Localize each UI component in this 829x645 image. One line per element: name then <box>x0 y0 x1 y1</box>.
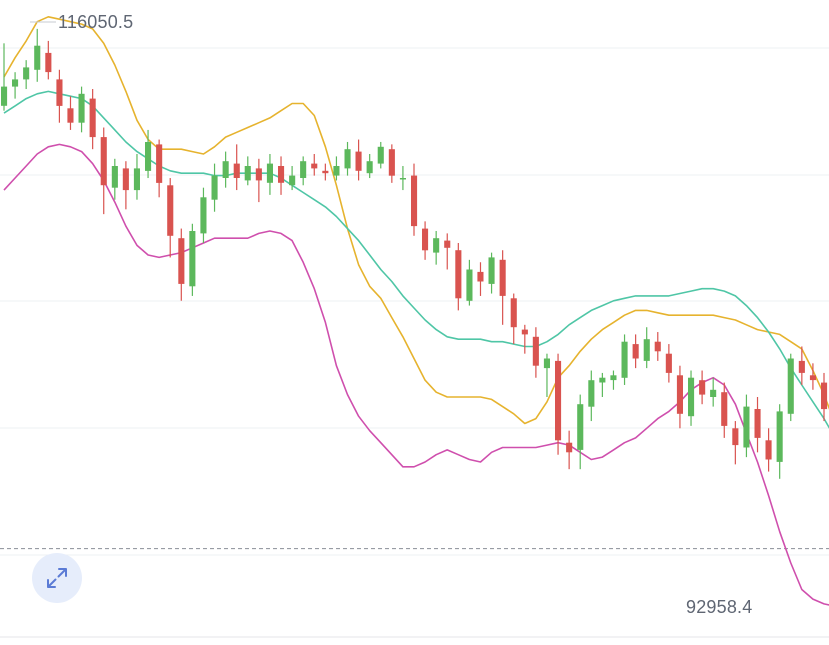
candle-body-59 <box>643 339 650 361</box>
candle-body-72 <box>787 358 794 414</box>
lower-band-line <box>3 143 829 606</box>
candle-body-34 <box>366 161 373 174</box>
candle-body-13 <box>133 168 140 191</box>
candle-body-20 <box>211 175 218 200</box>
candle-body-19 <box>200 197 207 234</box>
candle-body-64 <box>699 380 706 395</box>
candle-body-32 <box>344 149 351 169</box>
candle-body-15 <box>156 144 163 183</box>
candle-body-30 <box>322 170 329 174</box>
candle-body-14 <box>145 142 152 171</box>
candle-body-33 <box>355 151 362 171</box>
candle-body-56 <box>610 375 617 381</box>
candle-body-38 <box>411 175 418 227</box>
candle-body-41 <box>444 240 451 248</box>
candle-body-54 <box>588 380 595 407</box>
candle-body-49 <box>532 336 539 366</box>
candle-body-73 <box>798 360 805 373</box>
candle-body-62 <box>676 375 683 414</box>
candle-body-48 <box>521 329 528 335</box>
candle-body-57 <box>621 341 628 378</box>
high-price-label: 116050.5 <box>58 12 134 32</box>
candle-body-1 <box>1 86 8 106</box>
candle-body-50 <box>543 358 550 369</box>
candle-body-36 <box>388 149 395 176</box>
candle-body-61 <box>665 353 672 373</box>
expand-icon <box>47 568 67 588</box>
candle-body-58 <box>632 344 639 359</box>
candle-body-12 <box>122 168 129 191</box>
candle-body-37 <box>399 178 406 180</box>
candle-body-26 <box>278 166 285 183</box>
candle-body-35 <box>377 146 384 164</box>
candle-body-29 <box>311 163 318 169</box>
candle-body-24 <box>255 168 262 181</box>
candle-body-44 <box>477 271 484 282</box>
candle-body-39 <box>422 228 429 251</box>
expand-button[interactable] <box>32 553 82 603</box>
candle-body-55 <box>599 377 606 383</box>
low-price-label: 92958.4 <box>686 597 753 617</box>
candle-body-70 <box>765 440 772 460</box>
candle-body-40 <box>433 238 440 253</box>
candle-body-51 <box>555 360 562 441</box>
candle-body-3 <box>23 67 30 80</box>
candle-body-22 <box>233 163 240 178</box>
candle-body-75 <box>821 382 828 410</box>
candle-body-21 <box>222 161 229 178</box>
candle-body-2 <box>12 79 19 87</box>
candle-body-43 <box>466 269 473 301</box>
candle-body-31 <box>333 166 340 176</box>
candle-body-11 <box>111 166 118 188</box>
candle-body-23 <box>244 166 251 181</box>
candle-body-5 <box>45 52 52 73</box>
candle-body-69 <box>754 409 761 438</box>
candle-body-18 <box>189 231 196 287</box>
candle-body-42 <box>455 250 462 299</box>
candle-body-46 <box>499 259 506 296</box>
candle-body-4 <box>34 45 41 70</box>
candle-body-8 <box>78 93 85 123</box>
candle-body-25 <box>266 163 273 183</box>
candle-body-63 <box>688 377 695 417</box>
upper-band-line <box>3 16 829 425</box>
candle-body-47 <box>510 298 517 328</box>
candle-body-6 <box>56 79 63 106</box>
candle-body-7 <box>67 108 74 123</box>
candle-body-71 <box>776 411 783 462</box>
candle-body-65 <box>710 389 717 397</box>
candle-body-16 <box>167 185 174 236</box>
candle-body-66 <box>721 392 728 426</box>
candle-body-28 <box>300 161 307 178</box>
candle-body-9 <box>89 98 96 138</box>
candle-body-67 <box>732 428 739 446</box>
middle-band-line <box>3 90 829 429</box>
candle-body-68 <box>743 406 750 448</box>
candle-body-17 <box>178 238 185 284</box>
candle-body-27 <box>289 175 296 186</box>
candle-body-52 <box>566 442 573 453</box>
candle-body-53 <box>577 404 584 450</box>
candle-body-74 <box>809 375 816 381</box>
candle-body-60 <box>654 341 661 352</box>
candle-body-45 <box>488 257 495 284</box>
candle-body-10 <box>100 137 107 186</box>
